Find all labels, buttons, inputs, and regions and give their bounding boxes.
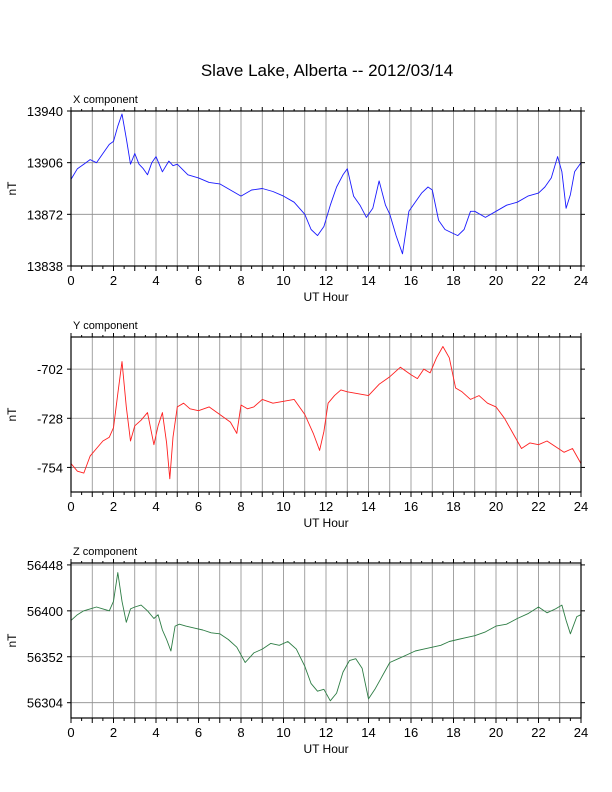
panel-y-ytick-label: -728 bbox=[37, 411, 63, 426]
panel-z-xtick-label: 0 bbox=[67, 725, 74, 740]
panel-z-xtick-label: 2 bbox=[110, 725, 117, 740]
panel-x-xtick-label: 2 bbox=[110, 273, 117, 288]
panel-z-xtick-label: 16 bbox=[404, 725, 418, 740]
panel-y-xtick-label: 10 bbox=[276, 499, 290, 514]
panel-z-label: Z component bbox=[73, 546, 137, 558]
panel-x-xtick-label: 20 bbox=[489, 273, 503, 288]
panel-x-xtick-label: 16 bbox=[404, 273, 418, 288]
panel-y-xtick-label: 0 bbox=[67, 499, 74, 514]
panel-x-xtick-label: 0 bbox=[67, 273, 74, 288]
panel-y-xtick-label: 12 bbox=[319, 499, 333, 514]
panel-y-xtick-label: 8 bbox=[237, 499, 244, 514]
panel-z-xtick-label: 20 bbox=[489, 725, 503, 740]
panel-x-xtick-label: 24 bbox=[574, 273, 588, 288]
panel-z-ytick-label: 56448 bbox=[27, 558, 63, 573]
panel-y-xtick-label: 6 bbox=[195, 499, 202, 514]
panel-z-xtick-label: 18 bbox=[446, 725, 460, 740]
panel-z-xtick-label: 24 bbox=[574, 725, 588, 740]
panel-x-ytick-label: 13906 bbox=[27, 156, 63, 171]
panel-x-xtick-label: 18 bbox=[446, 273, 460, 288]
figure-title: Slave Lake, Alberta -- 2012/03/14 bbox=[201, 61, 453, 80]
panel-x-ytick-label: 13872 bbox=[27, 207, 63, 222]
panel-x-xtick-label: 4 bbox=[152, 273, 159, 288]
panel-y-xtick-label: 4 bbox=[152, 499, 159, 514]
panel-z-xtick-label: 4 bbox=[152, 725, 159, 740]
panel-z-xtick-label: 6 bbox=[195, 725, 202, 740]
panel-x-xtick-label: 12 bbox=[319, 273, 333, 288]
panel-y-label: Y component bbox=[73, 320, 138, 332]
panel-x-xtick-label: 10 bbox=[276, 273, 290, 288]
panel-y-series-line bbox=[70, 346, 582, 480]
panel-z-series-line bbox=[70, 572, 582, 702]
panel-y-ylabel: nT bbox=[5, 407, 19, 422]
panel-y-xtick-label: 22 bbox=[531, 499, 545, 514]
panel-y-xtick-label: 16 bbox=[404, 499, 418, 514]
panel-x-xlabel: UT Hour bbox=[303, 290, 348, 304]
panel-z-xlabel: UT Hour bbox=[303, 742, 348, 756]
panel-y-xtick-label: 18 bbox=[446, 499, 460, 514]
panel-z-xtick-label: 12 bbox=[319, 725, 333, 740]
panel-x-ytick-label: 13940 bbox=[27, 104, 63, 119]
panel-x-series-line bbox=[70, 113, 582, 255]
panel-z-xtick-label: 10 bbox=[276, 725, 290, 740]
panel-z-ytick-label: 56304 bbox=[27, 696, 63, 711]
panel-y-ytick-label: -702 bbox=[37, 362, 63, 377]
panel-y-xtick-label: 20 bbox=[489, 499, 503, 514]
panel-x-label: X component bbox=[73, 94, 138, 106]
panel-z-xtick-label: 22 bbox=[531, 725, 545, 740]
panel-z-ytick-label: 56352 bbox=[27, 650, 63, 665]
panel-y-ytick-label: -754 bbox=[37, 460, 63, 475]
panel-z-ylabel: nT bbox=[5, 633, 19, 648]
panel-y-xtick-label: 14 bbox=[361, 499, 375, 514]
panel-z-xtick-label: 8 bbox=[237, 725, 244, 740]
panel-x-ytick-label: 13838 bbox=[27, 259, 63, 274]
panel-x-xtick-label: 14 bbox=[361, 273, 375, 288]
panel-x-xtick-label: 22 bbox=[531, 273, 545, 288]
panel-y-xtick-label: 2 bbox=[110, 499, 117, 514]
panel-x-xtick-label: 6 bbox=[195, 273, 202, 288]
panel-y-xlabel: UT Hour bbox=[303, 516, 348, 530]
panel-y-xtick-label: 24 bbox=[574, 499, 588, 514]
panel-z-ytick-label: 56400 bbox=[27, 604, 63, 619]
panel-x-xtick-label: 8 bbox=[237, 273, 244, 288]
panel-z-xtick-label: 14 bbox=[361, 725, 375, 740]
panel-x-ylabel: nT bbox=[5, 181, 19, 196]
